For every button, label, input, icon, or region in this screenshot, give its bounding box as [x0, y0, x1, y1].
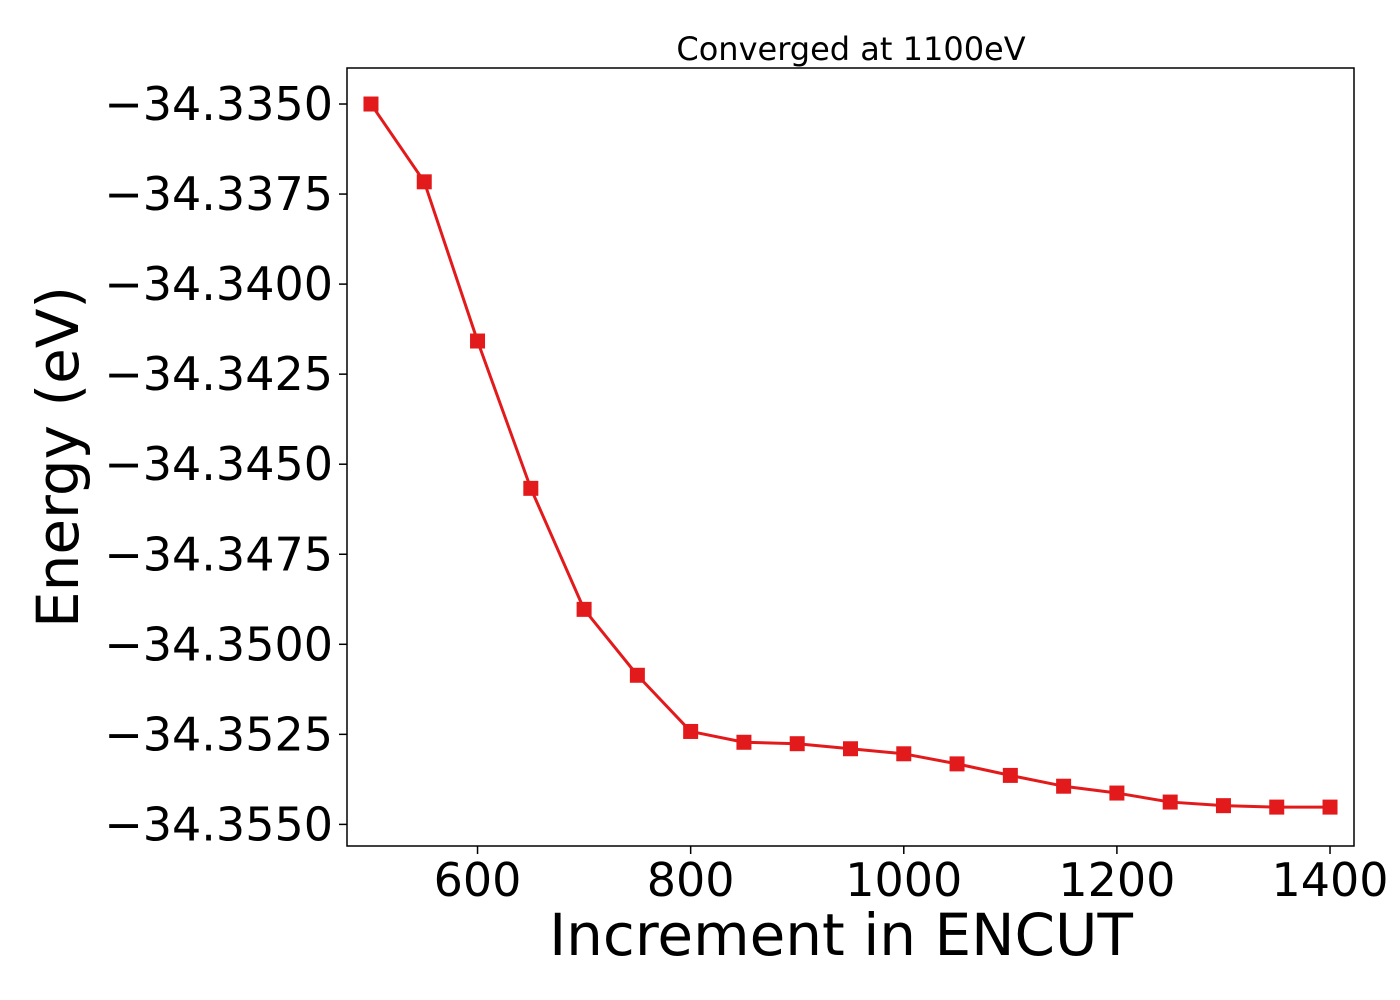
plot-layer: 600 800 1000 1200 1400 −34.3350 −34.3375 −34.34… — [104, 67, 1389, 907]
y-tick-label: −34.3400 — [104, 257, 333, 311]
data-point-marker — [896, 746, 912, 762]
data-point-marker — [1269, 799, 1285, 815]
data-point-marker — [949, 756, 965, 772]
data-point-marker — [1056, 778, 1072, 794]
y-tick-label: −34.3350 — [104, 77, 333, 131]
y-tick-label: −34.3550 — [104, 797, 333, 851]
data-point-marker — [1215, 798, 1231, 814]
data-point-marker — [523, 480, 539, 496]
y-tick-label: −34.3475 — [104, 527, 333, 581]
data-point-marker — [470, 333, 486, 349]
data-point-marker — [1109, 785, 1125, 801]
plot-frame — [346, 67, 1355, 847]
x-tick-label: 1200 — [1058, 853, 1175, 907]
x-tick-label: 1000 — [845, 853, 962, 907]
data-point-marker — [363, 96, 379, 112]
data-point-marker — [1322, 799, 1338, 815]
x-axis-title: Increment in ENCUT — [549, 901, 1133, 969]
data-point-marker — [736, 734, 752, 750]
data-point-marker — [789, 736, 805, 752]
data-point-marker — [683, 723, 699, 739]
x-tick-label: 800 — [647, 853, 735, 907]
y-tick-label: −34.3450 — [104, 437, 333, 491]
y-tick-label: −34.3425 — [104, 347, 333, 401]
x-tick-label: 600 — [434, 853, 522, 907]
chart-title: Converged at 1100eV — [676, 30, 1025, 68]
data-point-marker — [629, 667, 645, 683]
x-tick-label: 1400 — [1271, 853, 1388, 907]
y-tick-label: −34.3525 — [104, 707, 333, 761]
data-point-marker — [576, 601, 592, 617]
y-tick-label: −34.3375 — [104, 167, 333, 221]
data-point-marker — [416, 174, 432, 190]
data-point-marker — [1002, 767, 1018, 783]
y-axis-title: Energy (eV) — [24, 286, 92, 628]
data-point-marker — [843, 741, 858, 757]
y-tick-label: −34.3500 — [104, 617, 333, 671]
data-point-marker — [1162, 794, 1178, 810]
